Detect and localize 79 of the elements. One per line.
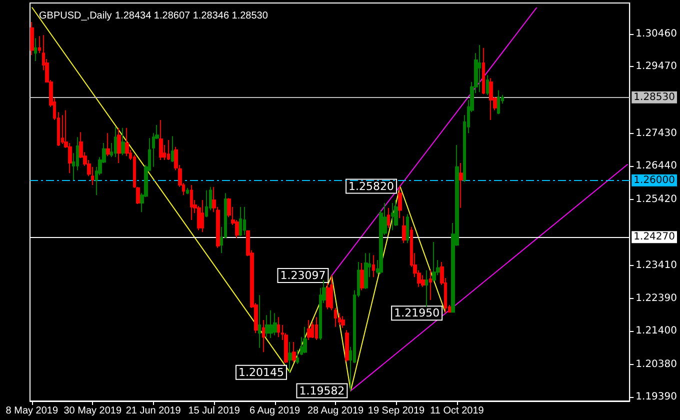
candlestick <box>296 349 299 364</box>
y-tick-label: 1.23410 <box>636 260 678 271</box>
candlestick <box>288 341 292 373</box>
candlestick <box>406 214 409 244</box>
y-tick-label: 1.29470 <box>636 61 678 72</box>
x-tick-label: 15 Jul 2019 <box>188 406 240 416</box>
candlestick <box>38 36 41 54</box>
candlestick <box>425 270 428 308</box>
candlestick <box>311 321 314 339</box>
candlestick <box>114 126 117 158</box>
candlestick <box>372 254 375 278</box>
candlestick <box>121 127 125 156</box>
text: 1.28434 1.28607 1.28346 1.28530 <box>115 10 268 22</box>
candlestick <box>398 186 402 219</box>
candlestick <box>402 216 406 244</box>
data-label: 1.23097 <box>280 269 326 282</box>
x-tick-label: 11 Oct 2019 <box>430 406 484 416</box>
candlestick <box>432 241 436 282</box>
x-tick-label: 19 Sep 2019 <box>368 406 426 416</box>
candlestick <box>171 136 174 163</box>
candlestick <box>315 316 318 341</box>
candlestick <box>277 316 280 338</box>
candlestick <box>307 320 311 341</box>
ref-line-label: 1.24270 <box>634 232 676 243</box>
candlestick <box>387 207 390 228</box>
data-label: 1.21950 <box>394 306 440 320</box>
x-tick-label: 30 May 2019 <box>64 406 122 416</box>
ref-line-label: 1.26000 <box>634 174 676 186</box>
y-tick-label: 1.21400 <box>636 326 678 337</box>
candlestick <box>478 44 481 93</box>
y-tick-label: 1.25420 <box>636 194 678 205</box>
candlestick <box>394 200 398 226</box>
y-tick-label: 1.30460 <box>636 28 678 40</box>
candlestick <box>205 190 208 218</box>
candlestick <box>106 132 110 157</box>
y-tick-label: 1.20380 <box>636 359 678 370</box>
candlestick <box>262 320 265 353</box>
x-tick-label: 8 May 2019 <box>6 406 58 416</box>
candlestick <box>330 275 333 311</box>
y-tick-label: 1.27430 <box>636 128 678 139</box>
candlestick <box>269 310 273 339</box>
candlestick <box>125 127 129 157</box>
ref-line-label: 1.28530 <box>634 92 676 103</box>
candlestick <box>34 38 37 62</box>
candlestick <box>334 307 337 328</box>
data-label: 1.20145 <box>238 366 284 379</box>
candlestick <box>360 262 364 291</box>
candlestick <box>243 206 246 236</box>
candlestick <box>239 206 242 237</box>
data-label: 1.19582 <box>299 384 345 398</box>
candlestick <box>489 78 493 121</box>
y-tick-label: 1.19390 <box>636 392 678 403</box>
candlestick <box>186 187 189 195</box>
candlestick <box>345 330 349 362</box>
y-tick-label: 1.26440 <box>636 160 678 172</box>
x-tick-label: 28 Aug 2019 <box>307 406 364 416</box>
candlestick <box>117 127 121 164</box>
candlestick <box>292 341 296 362</box>
candlestick <box>201 200 204 233</box>
candlestick <box>482 47 485 95</box>
candlestick <box>167 140 170 161</box>
candlestick <box>391 202 394 231</box>
candlestick <box>159 120 163 161</box>
candlestick <box>429 270 432 301</box>
candlestick <box>258 294 261 348</box>
candlestick <box>497 90 500 115</box>
candlestick <box>273 312 277 336</box>
y-tick-label: 1.22390 <box>636 293 678 304</box>
candlestick <box>459 162 463 208</box>
candlestick <box>486 74 489 96</box>
data-label: 1.25820 <box>348 180 394 193</box>
candlestick <box>341 316 345 328</box>
candlestick <box>303 326 307 354</box>
x-tick-label: 6 Aug 2019 <box>249 406 301 416</box>
candlestick <box>30 22 34 56</box>
text: GBPUSD_,Daily <box>39 10 112 22</box>
candlestick <box>364 252 368 290</box>
x-tick-label: 21 Jun 2019 <box>126 406 182 416</box>
candlestick <box>190 184 193 221</box>
